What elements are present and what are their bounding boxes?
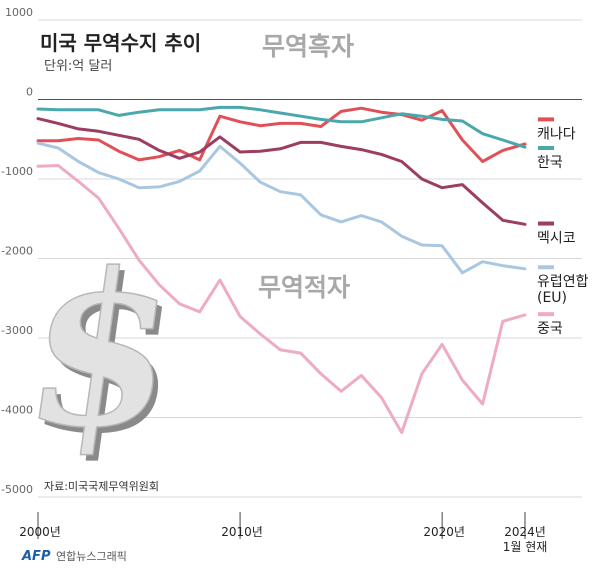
x-tick-label: 2000년 <box>19 525 61 539</box>
y-tick-label: -2000 <box>1 245 33 258</box>
x-tick-label: 2024년 <box>504 525 546 539</box>
series-line-eu <box>36 141 527 275</box>
surplus-zone-label: 무역흑자 <box>262 32 354 61</box>
y-tick-label: -3000 <box>1 324 33 337</box>
series-line-mexico <box>36 117 527 226</box>
footer-credit: 연합뉴스그래픽 <box>56 550 127 563</box>
legend-label-eu: (EU) <box>537 290 567 306</box>
legend-label-korea: 한국 <box>537 155 563 171</box>
series-lines <box>36 105 527 435</box>
series-line-korea <box>36 105 527 149</box>
svg-text:$: $ <box>11 227 192 474</box>
y-axis-ticks: 1000 0 -1000 -2000 -3000 -4000 -5000 <box>1 6 33 496</box>
y-tick-label: 1000 <box>5 6 33 19</box>
series-line-canada <box>36 106 527 163</box>
chart-subtitle: 단위:억 달러 <box>44 59 112 74</box>
gridlines <box>38 19 582 498</box>
y-tick-label: -5000 <box>1 483 33 496</box>
legend-label-eu: 유럽연합 <box>537 274 589 290</box>
deficit-zone-label: 무역적자 <box>258 273 350 302</box>
dollar-sign-illustration: $ $ <box>11 226 198 480</box>
y-tick-label: -1000 <box>1 165 33 178</box>
y-tick-label: 0 <box>26 86 33 99</box>
x-tick-label: 2020년 <box>423 525 465 539</box>
x-tick-label: 2010년 <box>221 525 263 539</box>
y-tick-label: -4000 <box>1 404 33 417</box>
legend-label-mexico: 멕시코 <box>537 231 576 247</box>
svg-text:$: $ <box>17 233 198 480</box>
source-note: 자료:미국국제무역위원회 <box>44 480 159 493</box>
x-tick-label: 1월 현재 <box>503 540 548 554</box>
legend-label-china: 중국 <box>537 321 563 337</box>
series-line-china <box>36 164 527 435</box>
legend-label-canada: 캐나다 <box>537 126 576 142</box>
afp-logo: AFP <box>21 549 51 564</box>
chart-title: 미국 무역수지 추이 <box>40 31 201 55</box>
